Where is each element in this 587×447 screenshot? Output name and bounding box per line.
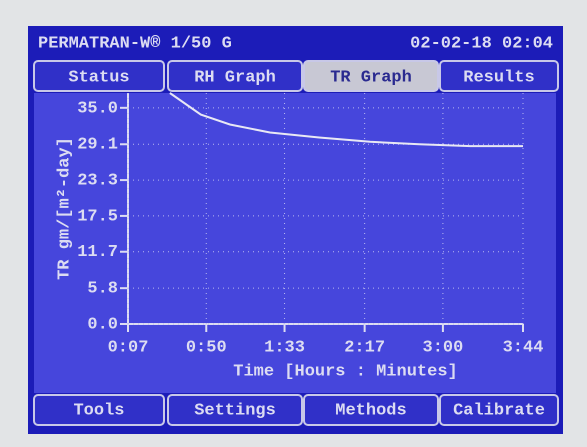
footer-button-label[interactable]: Tools <box>73 401 124 420</box>
y-tick-label: 0.0 <box>87 315 118 334</box>
y-tick-label: 23.3 <box>77 172 118 191</box>
tab-label[interactable]: Status <box>68 68 129 87</box>
tab-label[interactable]: TR Graph <box>330 68 412 87</box>
y-tick-label: 35.0 <box>77 99 118 118</box>
y-axis-label: TR gm/[m²-day] <box>55 137 74 280</box>
y-tick-label: 11.7 <box>77 243 118 262</box>
datetime: 02-02-18 02:04 <box>410 34 553 53</box>
x-tick-label: 1:33 <box>264 338 305 357</box>
y-tick-label: 29.1 <box>77 136 118 155</box>
footer-button-label[interactable]: Calibrate <box>453 401 545 420</box>
x-tick-label: 0:50 <box>186 338 227 357</box>
x-tick-label: 2:17 <box>344 338 385 357</box>
tab-label[interactable]: RH Graph <box>194 68 276 87</box>
footer-button-label[interactable]: Methods <box>335 401 406 420</box>
x-tick-label: 0:07 <box>108 338 149 357</box>
screen-photo: PERMATRAN-W® 1/50 G 02-02-18 02:04 Statu… <box>0 0 587 447</box>
x-tick-label: 3:00 <box>423 338 464 357</box>
x-tick-label: 3:44 <box>503 338 544 357</box>
footer-button-label[interactable]: Settings <box>194 401 276 420</box>
tab-label[interactable]: Results <box>463 68 534 87</box>
x-axis-label: Time [Hours : Minutes] <box>233 362 457 381</box>
device-label: PERMATRAN-W® 1/50 G <box>38 34 232 53</box>
y-tick-label: 5.8 <box>87 280 118 299</box>
y-tick-label: 17.5 <box>77 207 118 226</box>
